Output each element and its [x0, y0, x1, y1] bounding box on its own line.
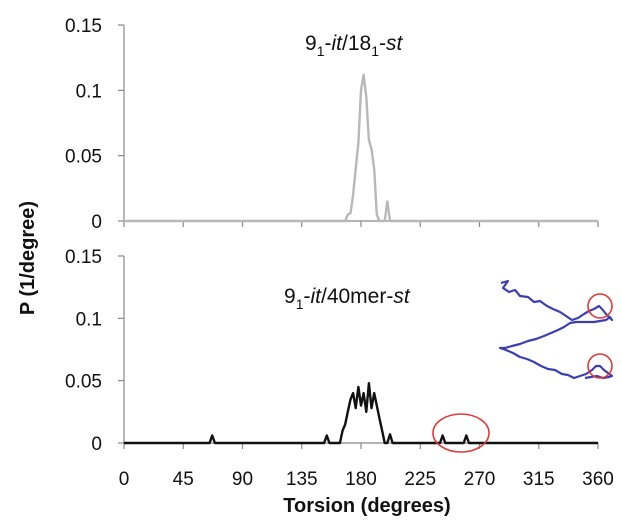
y-tick-label: 0 — [91, 212, 102, 233]
x-tick-label: 180 — [345, 469, 377, 490]
x-tick-label: 315 — [523, 469, 555, 490]
chain-inset-image — [498, 279, 614, 380]
x-tick-label: 135 — [286, 469, 318, 490]
y-axis-title: P (1/degree) — [17, 201, 39, 315]
panel-bottom: 0 0.05 0.1 0.15 91-it/40mer-st — [65, 247, 599, 455]
y-tick-label: 0.05 — [65, 147, 102, 168]
inset-highlight-circle-top — [587, 293, 613, 319]
panel-label: 91-it/181-st — [305, 32, 403, 59]
panel-top: 0 0.05 0.1 0.15 91-it/181-st — [65, 16, 599, 233]
x-tick-labels: 0 45 90 135 180 225 270 315 360 — [119, 469, 614, 490]
y-tick-label: 0.05 — [65, 372, 102, 393]
y-tick-label: 0 — [91, 434, 102, 455]
y-tick-label: 0.1 — [76, 81, 102, 102]
y-tick-label: 0.1 — [76, 309, 102, 330]
y-tick-label: 0.15 — [65, 247, 102, 268]
panel-label: 91-it/40mer-st — [284, 285, 411, 312]
y-tick-label: 0.15 — [65, 16, 102, 37]
x-tick-label: 225 — [404, 469, 436, 490]
x-tick-label: 270 — [464, 469, 496, 490]
x-tick-label: 360 — [582, 469, 614, 490]
x-tick-label: 45 — [173, 469, 194, 490]
x-axis-title: Torsion (degrees) — [283, 495, 450, 517]
highlight-ellipse-annotation — [432, 413, 490, 453]
x-tick-label: 90 — [232, 469, 253, 490]
series-line — [124, 73, 598, 223]
inset-highlight-circle-bottom — [587, 353, 613, 379]
x-tick-label: 0 — [119, 469, 130, 490]
series-line — [124, 382, 598, 445]
